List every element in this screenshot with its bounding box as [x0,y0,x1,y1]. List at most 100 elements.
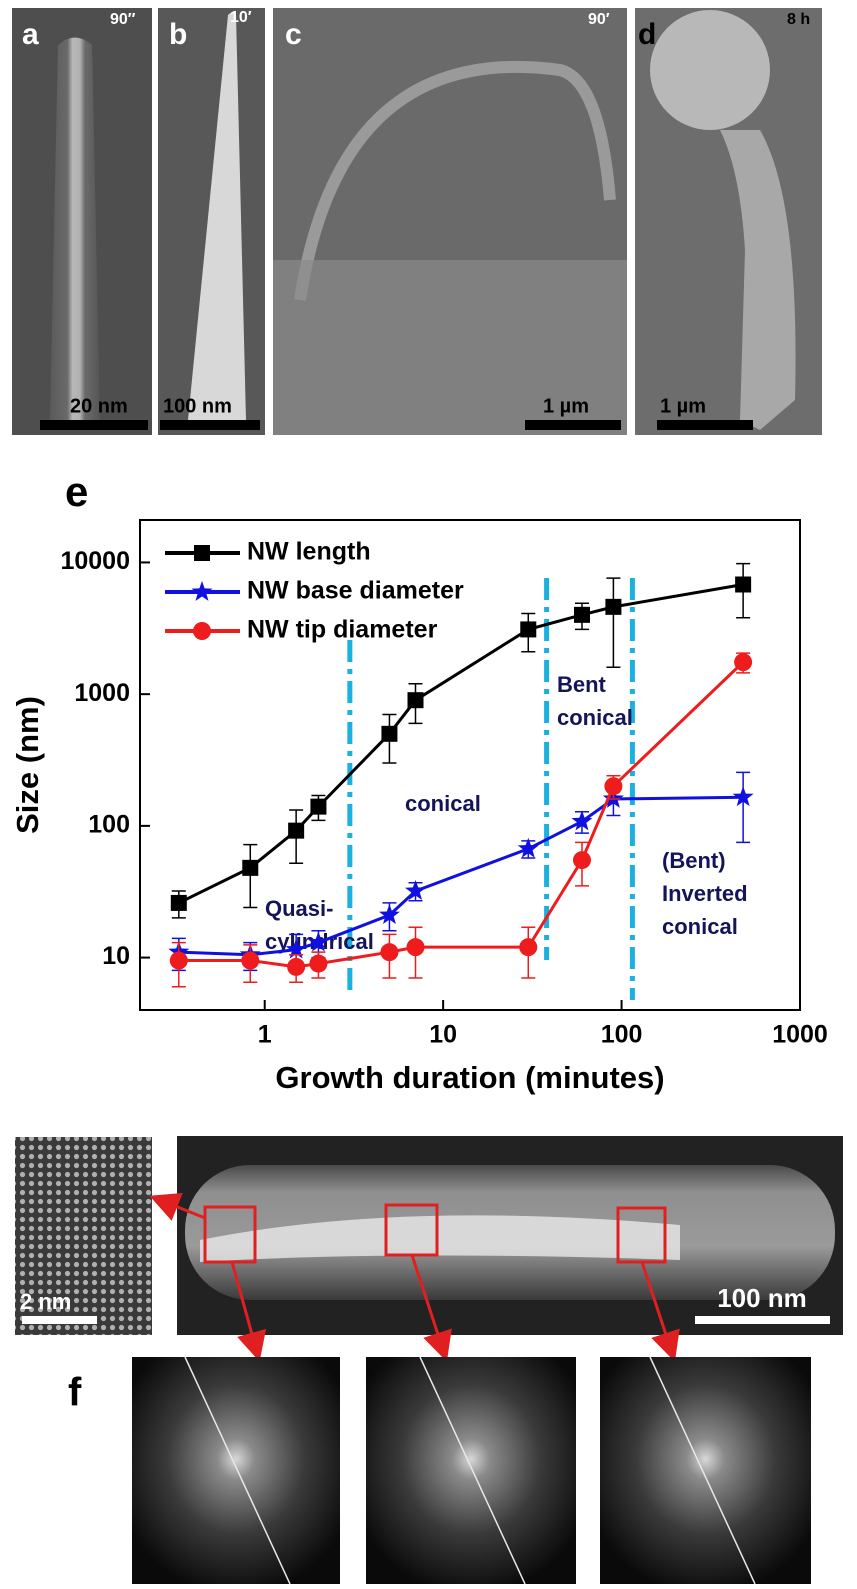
scale-bar [160,420,260,430]
x-tick-label: 1 [258,1021,272,1049]
data-point [520,621,537,638]
arrow [230,1261,267,1362]
legend-marker [191,581,213,601]
data-point [379,904,400,924]
y-tick-label: 1000 [74,679,130,707]
legend-label: NW base diameter [247,577,464,605]
data-point [735,576,752,593]
scale-bar [657,420,753,430]
x-axis-label: Growth duration (minutes) [275,1060,664,1095]
data-point [169,951,188,970]
legend-marker [193,622,211,640]
series-line [178,661,745,969]
series-line [178,795,744,957]
panel-time: 8 h [787,11,810,28]
data-point [170,894,187,911]
scale-bar [22,1316,97,1324]
data-point [732,786,754,807]
lattice-image [15,1137,152,1335]
annotation: (Bent) [662,848,726,873]
panel-label: b [169,18,187,51]
legend-symbol [194,545,210,561]
panel-time: 90′ [588,11,610,28]
data-point [285,938,307,959]
panel-time: 90″ [110,11,136,28]
panel-label: f [68,1371,82,1415]
nanowire [294,60,616,301]
scale-label: 20 nm [70,395,128,417]
roi-box [616,1206,667,1264]
data-point [405,880,426,900]
scale-label: 2 nm [20,1289,71,1314]
panel-label: c [285,18,302,51]
plot-frame [139,519,801,1011]
error-bar [736,771,751,844]
data-point [604,777,623,796]
error-bar [606,577,621,669]
annotation: Inverted [662,881,748,906]
data-point [571,810,593,831]
panel-label: a [22,18,39,51]
fft-streak [649,1356,756,1585]
x-tick-label: 1000 [772,1021,828,1049]
nanowire [188,12,246,420]
wire-carpet [273,260,627,435]
panel-label: e [65,468,88,515]
data-point [288,822,305,839]
y-tick-label: 10 [102,942,130,970]
fft-streak [419,1356,526,1585]
scale-label: 100 nm [717,1283,807,1313]
plot: 110100100010100100010000Quasi-cylindrica… [60,538,827,1049]
data-point [573,606,590,623]
scale-label: 1 µm [543,395,589,417]
annotation: conical [662,914,738,939]
data-point [287,957,306,976]
panel-time: 10′ [230,9,252,26]
scale-label: 100 nm [163,395,232,417]
fft-image [366,1357,576,1584]
core [200,1215,680,1262]
y-tick-label: 100 [88,810,130,838]
annotation: conical [405,791,481,816]
data-point [242,859,259,876]
data-point [406,938,425,957]
series-line [178,583,744,905]
fft-image [600,1357,811,1584]
arrow [149,1192,206,1221]
data-point [241,951,260,970]
legend-symbol [191,581,213,601]
legend-marker [194,545,210,561]
sem-panels [12,8,822,435]
arrow [410,1254,452,1362]
legend-symbol [193,622,211,640]
data-point [309,954,328,973]
annotation: Quasi- [265,896,333,921]
roi-box [384,1203,439,1257]
data-point [517,837,539,858]
data-point [381,725,398,742]
scale-bar [525,420,621,430]
arrow [640,1261,680,1362]
scale-bar [695,1316,830,1324]
nanowire-tip [650,10,770,130]
data-point [572,851,591,870]
fft-image [132,1357,340,1584]
scale-label: 1 µm [660,395,706,417]
y-tick-label: 10000 [60,547,130,575]
error-bar [243,843,258,909]
data-point [605,598,622,615]
x-tick-label: 10 [429,1021,457,1049]
data-point [407,692,424,709]
nanowire [720,130,796,430]
legend-label: NW length [247,538,371,566]
scale-bar [40,420,148,430]
data-point [734,653,753,672]
nanowire [50,37,100,420]
data-point [519,938,538,957]
y-axis-label: Size (nm) [10,696,45,834]
fft-streak [184,1356,291,1585]
annotation: conical [557,705,633,730]
annotation: Bent [557,672,607,697]
panel-label: d [638,18,656,51]
